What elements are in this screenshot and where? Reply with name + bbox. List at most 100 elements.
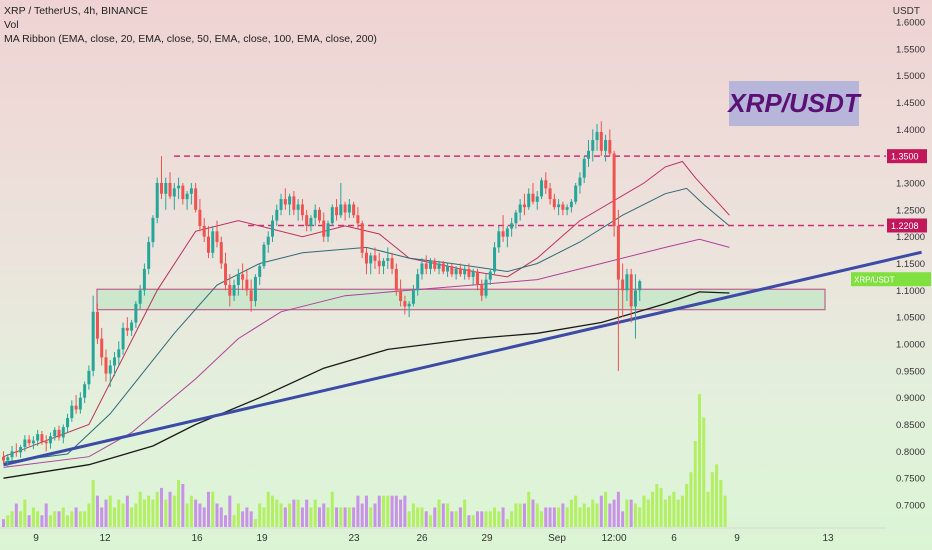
candle-body (113, 357, 117, 366)
volume-bar (403, 495, 407, 527)
volume-bar (249, 511, 253, 527)
candle-body (313, 209, 317, 218)
ema-line (3, 160, 730, 458)
volume-bar (138, 491, 142, 527)
volume-bar (497, 511, 501, 527)
candle-body (441, 263, 445, 272)
volume-bar (569, 499, 573, 527)
volume-bar (125, 495, 129, 527)
candle-body (296, 204, 300, 210)
candle-body (514, 212, 518, 224)
volume-bar (680, 495, 684, 527)
volume-bar (407, 511, 411, 527)
time-tick-label: 9 (33, 533, 39, 544)
volume-bar (271, 495, 275, 527)
volume-bar (463, 499, 467, 527)
candle-body (253, 276, 257, 302)
volume-bar (420, 507, 424, 527)
volume-bar (356, 495, 360, 527)
volume-bar (266, 491, 270, 527)
candle-body (382, 260, 386, 267)
volume-bar (399, 499, 403, 527)
candle-body (493, 247, 497, 272)
candle-body (100, 338, 104, 358)
volume-bar (518, 503, 522, 527)
candle-body (164, 183, 168, 194)
volume-bar (433, 507, 437, 527)
candle-body (23, 439, 27, 448)
volume-bar (386, 495, 390, 527)
volume-bar (147, 495, 151, 527)
candle-body (433, 260, 437, 269)
volume-bar (74, 507, 78, 527)
volume-bar (14, 503, 18, 527)
volume-bar (429, 515, 432, 527)
volume-bar (232, 515, 236, 527)
volume-bar (390, 495, 394, 527)
volume-bar (296, 499, 300, 527)
candle-body (74, 405, 78, 410)
price-tag (887, 149, 927, 164)
candle-body (505, 228, 509, 237)
volume-bar (646, 499, 650, 527)
time-tick-label: 16 (191, 533, 203, 544)
volume-bar (557, 507, 561, 527)
price-tick-label: 1.0000 (896, 340, 925, 351)
volume-bar (535, 503, 539, 527)
candle-body (377, 260, 381, 267)
volume-bar (595, 503, 599, 527)
candle-body (279, 199, 283, 210)
candle-body (211, 231, 215, 253)
price-tag-label: 1.3500 (891, 152, 919, 162)
candle-body (552, 199, 556, 208)
candle-body (522, 204, 526, 208)
volume-bar (642, 495, 646, 527)
candle-body (31, 440, 35, 444)
candle-body (36, 434, 40, 441)
candle-body (621, 279, 625, 291)
time-tick-label: 9 (734, 533, 740, 544)
candle-body (471, 271, 475, 277)
trendline (3, 250, 922, 467)
price-tag (887, 218, 927, 233)
volume-bar (394, 495, 398, 527)
volume-bar (236, 503, 240, 527)
volume-bar (78, 511, 82, 527)
volume-bar (6, 515, 10, 527)
volume-bar (437, 499, 441, 527)
candle-body (181, 185, 185, 200)
volume-bar (343, 507, 347, 527)
candle-body (343, 204, 347, 213)
candle-body (317, 209, 321, 221)
candle-body (347, 204, 351, 213)
volume-bar (540, 511, 544, 527)
volume-bar (262, 507, 266, 527)
volume-bar (211, 491, 215, 527)
volume-bar (715, 464, 719, 527)
price-tick-label: 1.2000 (896, 232, 925, 243)
legend-symbol: XRP / TetherUS, 4h, BINANCE (4, 5, 148, 17)
volume-bar (36, 511, 40, 527)
candle-body (130, 322, 134, 331)
price-tick-label: 1.0500 (896, 313, 925, 324)
volume-bar (224, 515, 228, 527)
candle-body (390, 258, 394, 269)
candle-body (262, 244, 266, 267)
volume-bar (279, 503, 283, 527)
candle-body (168, 183, 172, 197)
volume-bar (458, 507, 462, 527)
volume-bar (83, 511, 87, 527)
volume-bar (621, 511, 625, 527)
volume-bar (130, 507, 134, 527)
candle-body (44, 441, 48, 444)
volume-bar (484, 511, 488, 527)
currency-unit: USDT (892, 6, 920, 17)
candle-body (386, 258, 390, 261)
volume-bar (113, 507, 117, 527)
volume-bar (471, 515, 475, 527)
volume-bar (706, 491, 710, 527)
volume-bar (578, 507, 582, 527)
volume-bar (510, 511, 514, 527)
volume-bar (40, 515, 44, 527)
